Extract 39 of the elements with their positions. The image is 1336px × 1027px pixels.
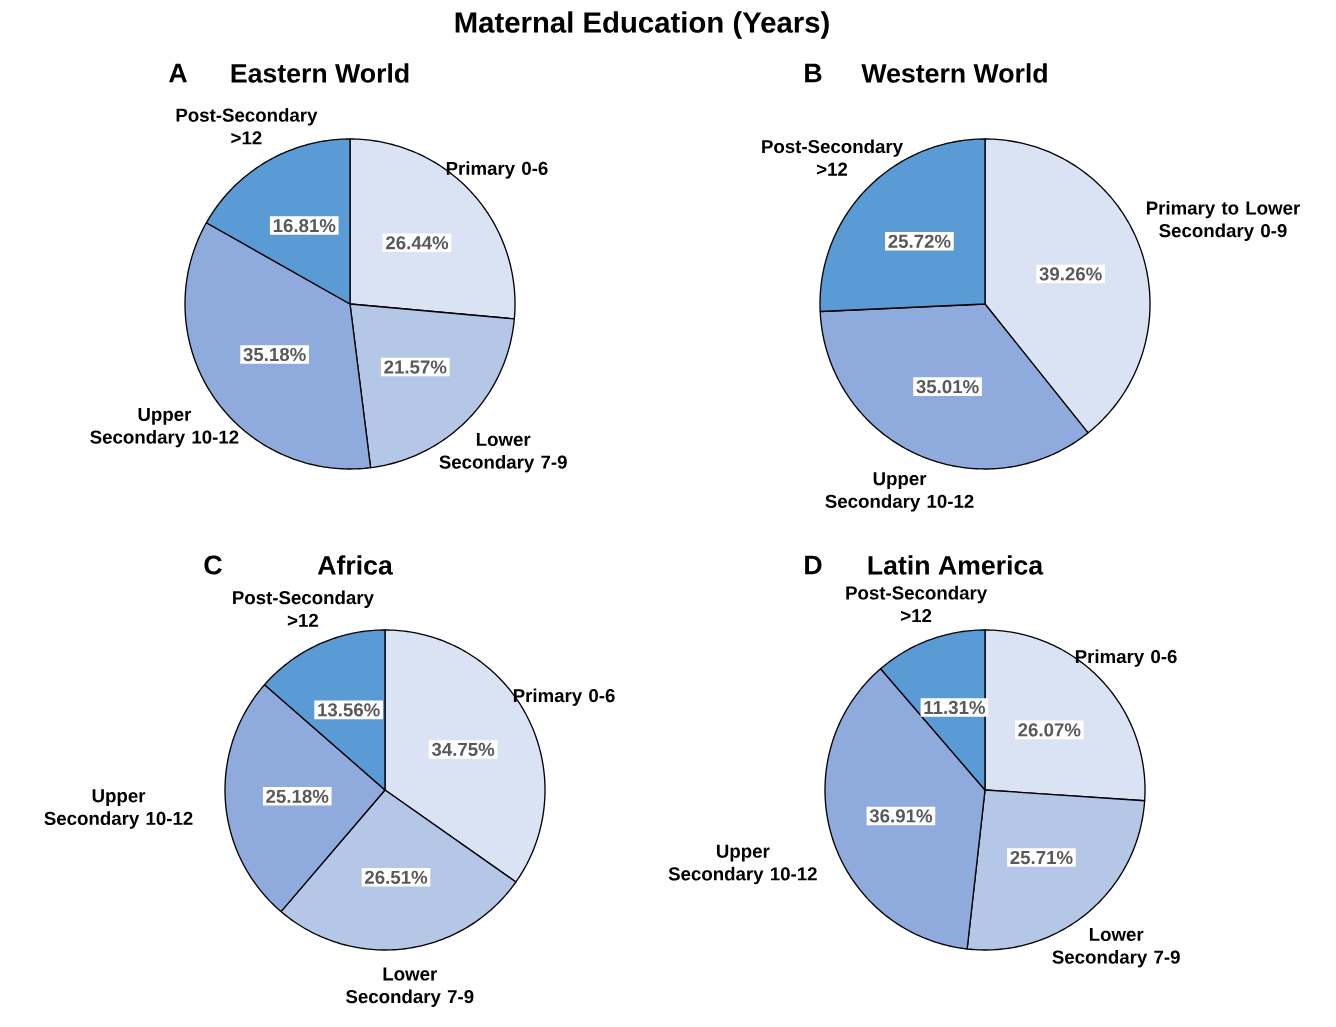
slice-label: Primary 0-6	[1075, 649, 1177, 667]
slice-label: Post-Secondary >12	[233, 590, 374, 627]
data-label: 34.75%	[431, 742, 495, 757]
data-label: 26.51%	[365, 870, 428, 884]
data-label: 21.57%	[384, 360, 447, 374]
data-label: 25.72%	[888, 234, 951, 248]
text: D	[805, 555, 822, 575]
slice-label: Upper Secondary 10-12	[44, 789, 193, 829]
slice-label: Upper Secondary 10-12	[668, 844, 817, 885]
chart-title: Latin America	[868, 555, 1044, 575]
slice-label: Primary 0-6	[446, 161, 548, 179]
text: B	[805, 63, 822, 83]
data-label: 36.91%	[869, 809, 933, 823]
text: Maternal Education (Years)	[455, 11, 829, 39]
chart-title: Africa	[317, 555, 393, 575]
chart-title: Western World	[861, 63, 1047, 83]
data-label: 35.18%	[243, 347, 306, 362]
data-label: 39.26%	[1039, 267, 1102, 281]
slice-label: Upper Secondary 10-12	[825, 472, 974, 512]
slice-label: Post-Secondary >12	[762, 139, 903, 176]
slice-label: Primary 0-6	[513, 688, 615, 706]
data-label: 25.18%	[266, 789, 329, 803]
slice-label: Lower Secondary 7-9	[1052, 928, 1180, 968]
chart-title: Eastern World	[231, 63, 409, 83]
data-label: 26.07%	[1018, 723, 1081, 737]
data-label: 26.44%	[386, 236, 449, 250]
slice-label: Upper Secondary 10-12	[90, 408, 239, 448]
slice-label: Lower Secondary 7-9	[439, 433, 567, 473]
data-label: 25.71%	[1010, 850, 1073, 865]
data-label: 35.01%	[916, 380, 979, 394]
data-label: 11.31%	[924, 700, 986, 715]
data-label: 16.81%	[273, 218, 336, 233]
slice-label: Lower Secondary 7-9	[346, 967, 474, 1007]
slice-label: Post-Secondary >12	[176, 108, 318, 145]
data-label: 13.56%	[318, 703, 380, 717]
text: C	[204, 555, 222, 575]
slice-label: Post-Secondary >12	[846, 585, 988, 623]
text: A	[169, 63, 187, 83]
slice-label: Primary to Lower Secondary 0-9	[1146, 200, 1300, 241]
